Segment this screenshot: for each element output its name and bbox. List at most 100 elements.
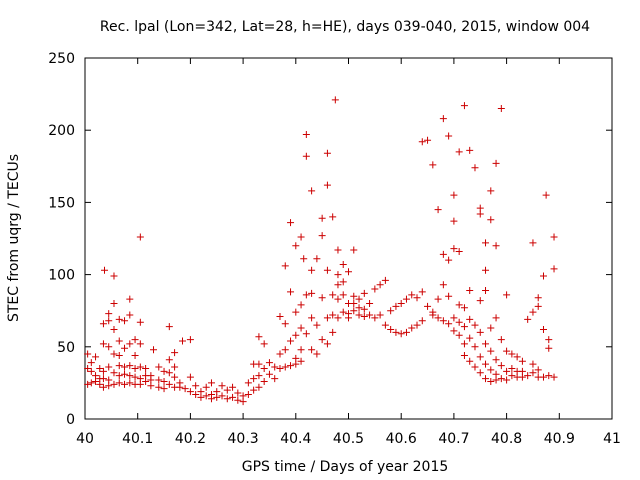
data-point [323,181,331,189]
data-point [87,359,95,367]
data-point [255,372,263,380]
data-point [218,382,226,390]
data-point [460,340,468,348]
data-point [223,386,231,394]
data-point [545,372,553,380]
data-point [136,233,144,241]
data-point [466,146,474,154]
data-point [171,349,179,357]
data-point [550,373,558,381]
data-point [434,206,442,214]
data-point [529,369,537,377]
data-point [287,288,295,296]
data-point [545,344,553,352]
x-tick-label: 40.1 [122,431,153,447]
data-point [318,214,326,222]
data-point [110,350,118,358]
data-point [318,232,326,240]
data-point [223,395,231,403]
data-point [260,377,268,385]
data-point [239,398,247,406]
data-point [202,392,210,400]
data-point [524,315,532,323]
data-point [482,340,490,348]
data-point [492,242,500,250]
data-point [539,272,547,280]
data-point [492,314,500,322]
data-point [539,325,547,333]
x-axis-label: GPS time / Days of year 2015 [242,459,449,475]
data-point [397,330,405,338]
data-point [110,325,118,333]
data-point [534,294,542,302]
data-point [455,331,463,339]
y-tick-label: 100 [48,268,75,284]
data-point [350,292,358,300]
data-point [323,340,331,348]
data-point [471,321,479,329]
data-point [121,317,129,325]
data-point [313,350,321,358]
data-point [466,357,474,365]
data-point [115,337,123,345]
data-point [197,393,205,401]
data-point [171,363,179,371]
data-point [250,386,258,394]
data-point [297,301,305,309]
data-point [255,383,263,391]
data-points [84,96,558,406]
data-point [508,364,516,372]
data-point [155,363,163,371]
data-point [508,372,516,380]
data-point [302,131,310,139]
data-point [339,278,347,286]
x-tick-label: 40.5 [333,431,364,447]
data-point [360,312,368,320]
data-point [136,380,144,388]
data-point [529,308,537,316]
data-point [110,272,118,280]
data-point [126,379,134,387]
data-point [142,377,150,385]
y-axis-label: STEC from uqrg / TECUs [6,154,22,322]
data-point [371,285,379,293]
data-point [503,376,511,384]
data-point [345,314,352,322]
data-point [110,369,118,377]
data-point [100,266,108,274]
data-point [450,191,458,199]
data-point [503,367,511,375]
x-tick-label: 40.2 [175,431,206,447]
data-point [387,307,395,315]
data-point [381,276,389,284]
data-point [171,373,179,381]
data-point [126,295,134,303]
data-point [281,363,289,371]
data-point [355,304,363,312]
data-point [292,308,300,316]
data-point [105,343,113,351]
data-point [376,311,384,319]
data-point [115,351,123,359]
data-point [99,367,107,375]
data-point [186,373,194,381]
data-point [487,377,495,385]
data-point [450,245,458,253]
data-point [476,369,484,377]
data-point [339,260,347,268]
data-point [487,366,495,374]
data-point [331,96,339,104]
data-point [302,330,310,338]
data-point [313,255,321,263]
data-point [471,343,479,351]
data-point [482,286,490,294]
data-point [244,390,252,398]
data-point [542,191,550,199]
data-point [418,288,426,296]
data-point [292,331,300,339]
data-point [218,392,226,400]
data-point [297,324,305,332]
data-point [355,295,363,303]
data-point [234,389,242,397]
data-point [524,372,532,380]
